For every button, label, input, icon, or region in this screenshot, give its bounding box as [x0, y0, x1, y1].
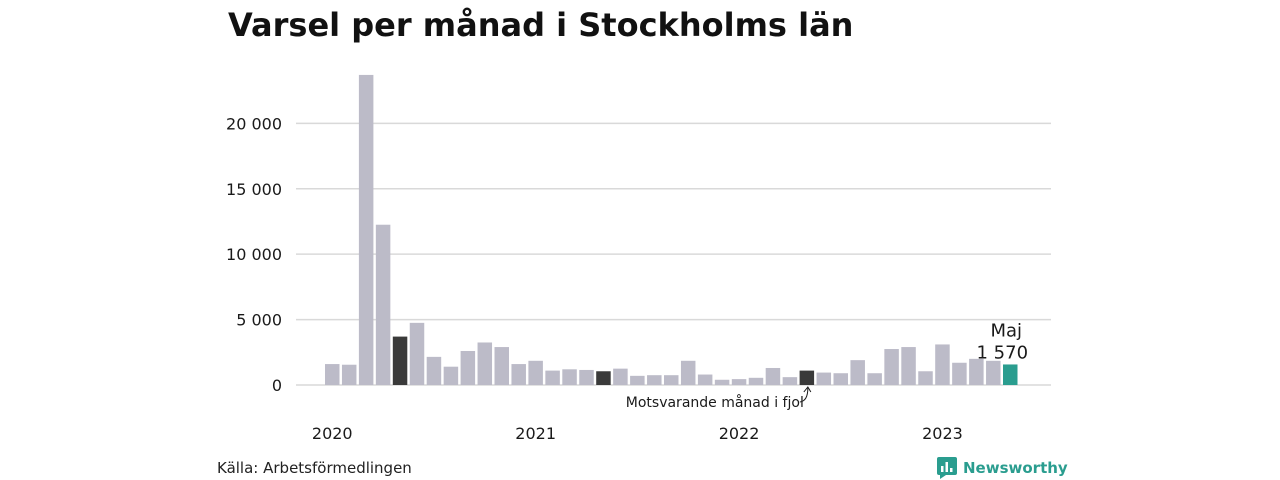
- bar: [816, 372, 832, 385]
- y-axis-ticks: 0 5 000 10 000 15 000 20 000: [226, 114, 282, 395]
- y-tick-label: 10 000: [226, 245, 282, 264]
- x-tick-label: 2021: [515, 424, 556, 443]
- annotations: Motsvarande månad i fjol Maj 1 570: [626, 320, 1028, 411]
- annotation-text: Motsvarande månad i fjol: [626, 394, 804, 411]
- y-tick-label: 20 000: [226, 114, 282, 133]
- bar: [850, 360, 865, 385]
- y-tick-label: 5 000: [236, 311, 282, 330]
- chart-title: Varsel per månad i Stockholms län: [228, 6, 854, 44]
- bar: [697, 374, 713, 385]
- bar: [511, 364, 526, 385]
- source-note: Källa: Arbetsförmedlingen: [217, 459, 412, 477]
- x-tick-label: 2020: [312, 424, 353, 443]
- y-tick-label: 0: [272, 376, 282, 395]
- annotation-arrowhead: [803, 386, 812, 393]
- bar: [630, 375, 645, 385]
- bar: [545, 370, 560, 385]
- bar: [341, 364, 357, 385]
- x-tick-label: 2022: [719, 424, 760, 443]
- bar: [867, 373, 882, 385]
- bar: [782, 377, 798, 385]
- bar: [952, 362, 967, 385]
- bar: [358, 74, 374, 386]
- bar: [799, 370, 815, 385]
- bar: [375, 224, 391, 385]
- bar: [562, 369, 577, 385]
- bar: [596, 371, 611, 385]
- y-tick-label: 15 000: [226, 180, 282, 199]
- highlight-month-label: Maj: [990, 320, 1022, 341]
- highlight-value-label: 1 570: [976, 342, 1028, 363]
- bar: [477, 342, 493, 385]
- bar: [884, 349, 899, 385]
- annotation-arrow: [799, 387, 809, 403]
- bar: [918, 371, 933, 385]
- x-tick-label: 2023: [922, 424, 963, 443]
- bar: [833, 373, 848, 385]
- bars: [325, 74, 1018, 386]
- bar: [1003, 364, 1018, 385]
- newsworthy-icon: [937, 457, 957, 479]
- bar: [579, 369, 594, 385]
- brand-logo: Newsworthy: [937, 456, 1068, 480]
- bar: [392, 336, 408, 385]
- bar: [664, 375, 679, 385]
- bar: [647, 375, 662, 385]
- bar: [969, 358, 984, 385]
- bar: [680, 360, 696, 385]
- bar: [901, 347, 916, 385]
- bar: [765, 367, 781, 385]
- brand-name: Newsworthy: [963, 459, 1068, 477]
- bar: [935, 344, 950, 385]
- bar: [494, 347, 509, 385]
- bar: [528, 360, 543, 385]
- bar: [986, 360, 1001, 385]
- bar: [748, 377, 764, 385]
- bar: [409, 322, 425, 385]
- bar: [443, 366, 459, 385]
- bar: [613, 368, 628, 385]
- bar: [325, 364, 340, 385]
- bar: [426, 356, 442, 385]
- bar: [714, 379, 730, 385]
- bar: [460, 350, 476, 385]
- x-axis-labels: 2020 2021 2022 2023: [312, 424, 963, 443]
- bar: [731, 379, 747, 385]
